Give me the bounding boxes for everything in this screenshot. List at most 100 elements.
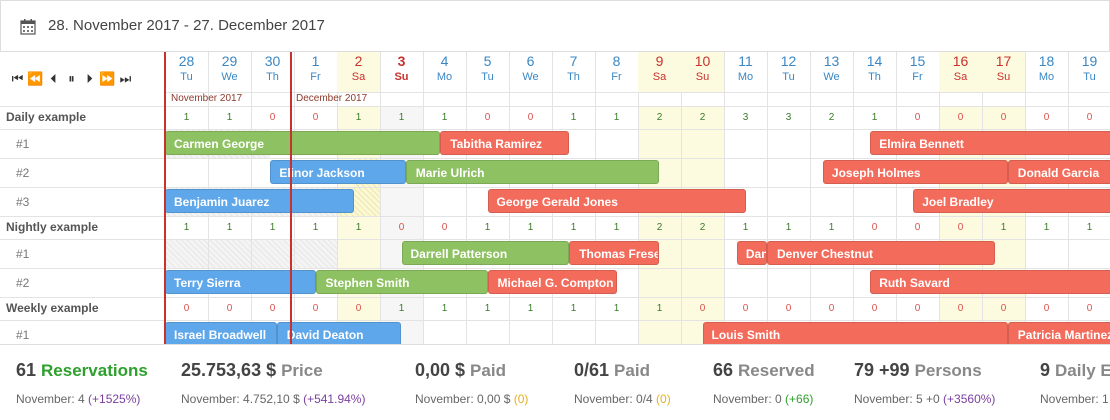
booking-name: Joseph Holmes xyxy=(831,166,921,180)
day-header-16[interactable]: 16 Sa xyxy=(939,52,982,92)
day-header-13[interactable]: 13 We xyxy=(810,52,853,92)
availability-count: 1 xyxy=(398,112,405,123)
comparison-text: November: 0 xyxy=(713,392,786,406)
availability-count: 1 xyxy=(355,222,362,233)
availability-count: 1 xyxy=(871,112,878,123)
availability-count: 1 xyxy=(656,303,663,314)
day-header-17[interactable]: 17 Su xyxy=(982,52,1025,92)
calendar-icon[interactable] xyxy=(20,18,36,35)
comparison-text: November: 1 xyxy=(1040,392,1109,406)
day-header-11[interactable]: 11 Mo xyxy=(724,52,767,92)
stat-2: 0,00 $ Paid November: 0,00 $ (0) xyxy=(415,360,528,406)
day-header-10[interactable]: 10 Su xyxy=(681,52,724,92)
booking-name: Elinor Jackson xyxy=(279,166,365,180)
booking-bar[interactable]: Denver Chestnut xyxy=(767,241,995,265)
day-number: 29 xyxy=(221,53,238,69)
weekday-label: Sa xyxy=(953,71,968,83)
availability-count: 0 xyxy=(527,112,534,123)
day-header-1[interactable]: 1 Fr xyxy=(294,52,337,92)
day-header-6[interactable]: 6 We xyxy=(509,52,552,92)
booking-bar[interactable]: George Gerald Jones xyxy=(487,189,746,213)
booking-bar[interactable]: Israel Broadwell xyxy=(165,322,277,344)
first-icon[interactable]: ⏮ xyxy=(11,71,24,86)
day-number: 17 xyxy=(995,53,1012,69)
day-header-9[interactable]: 9 Sa xyxy=(638,52,681,92)
day-header-15[interactable]: 15 Fr xyxy=(896,52,939,92)
booking-bar[interactable]: Terry Sierra xyxy=(165,270,316,294)
date-range-title[interactable]: 28. November 2017 - 27. December 2017 xyxy=(48,17,325,34)
availability-count: 2 xyxy=(699,112,706,123)
grid-hline xyxy=(0,106,1110,107)
stat-label: Daily E xyxy=(1055,361,1110,380)
day-header-4[interactable]: 4 Mo xyxy=(423,52,466,92)
booking-name: Elmira Bennett xyxy=(879,137,964,151)
availability-count: 1 xyxy=(742,222,749,233)
booking-bar[interactable]: Joel Bradley xyxy=(913,189,1110,213)
booking-bar[interactable]: Marie Ulrich xyxy=(405,160,660,184)
next-icon[interactable]: ⏵ xyxy=(86,71,93,86)
booking-name: Patricia Martinez xyxy=(1017,328,1110,342)
availability-count: 1 xyxy=(570,222,577,233)
booking-bar[interactable]: Michael G. Compton xyxy=(487,270,617,294)
booking-bar[interactable]: Ruth Savard xyxy=(870,270,1110,294)
day-header-5[interactable]: 5 Tu xyxy=(466,52,509,92)
last-icon[interactable]: ⏭ xyxy=(119,71,132,86)
booking-bar[interactable]: Thomas Frese xyxy=(569,241,660,265)
stat-label: Persons xyxy=(914,361,982,380)
day-header-14[interactable]: 14 Th xyxy=(853,52,896,92)
booking-bar[interactable]: Patricia Martinez xyxy=(1007,322,1110,344)
grid-hline xyxy=(0,216,1110,217)
booking-bar[interactable]: Joseph Holmes xyxy=(822,160,1008,184)
day-header-12[interactable]: 12 Tu xyxy=(767,52,810,92)
grid-hline xyxy=(0,158,1110,159)
day-header-30[interactable]: 30 Th xyxy=(251,52,294,92)
day-header-2[interactable]: 2 Sa xyxy=(337,52,380,92)
availability-count: 1 xyxy=(355,112,362,123)
prev-icon[interactable]: ⏴ xyxy=(50,71,57,86)
booking-bar[interactable]: Louis Smith xyxy=(702,322,1008,344)
booking-bar[interactable]: Elinor Jackson xyxy=(270,160,406,184)
month-label-november: November 2017 xyxy=(171,93,243,104)
availability-count: 2 xyxy=(656,112,663,123)
comparison-delta: (0) xyxy=(656,392,671,406)
availability-count: 1 xyxy=(527,303,534,314)
booking-bar[interactable]: Elmira Bennett xyxy=(870,131,1110,155)
day-header-18[interactable]: 18 Mo xyxy=(1025,52,1068,92)
booking-name: Terry Sierra xyxy=(174,276,241,290)
comparison-delta: (+1525%) xyxy=(88,392,141,406)
availability-count: 1 xyxy=(441,112,448,123)
booking-bar[interactable]: Tabitha Ramirez xyxy=(440,131,570,155)
day-header-29[interactable]: 29 We xyxy=(208,52,251,92)
stat-value: 0,00 $ xyxy=(415,360,471,380)
day-number: 16 xyxy=(952,53,969,69)
booking-bar[interactable]: Donald Garcia xyxy=(1007,160,1110,184)
grid-hline xyxy=(0,320,1110,321)
booking-bar[interactable]: Stephen Smith xyxy=(315,270,488,294)
day-header-19[interactable]: 19 Tu xyxy=(1068,52,1110,92)
booking-name: Carmen George xyxy=(174,137,265,151)
fast-back-icon[interactable]: ⏪ xyxy=(27,71,43,86)
stat-label: Reserved xyxy=(738,361,815,380)
stat-comparison: November: 5 +0 (+3560%) xyxy=(854,392,995,406)
day-number: 7 xyxy=(569,53,578,69)
day-header-7[interactable]: 7 Th xyxy=(552,52,595,92)
booking-bar[interactable]: Darrell Patterson xyxy=(401,241,570,265)
day-header-28[interactable]: 28 Tu xyxy=(165,52,208,92)
booking-bar[interactable]: Danie xyxy=(736,241,767,265)
stat-value: 9 xyxy=(1040,360,1056,380)
booking-name: Michael G. Compton xyxy=(497,276,614,290)
booking-name: Marie Ulrich xyxy=(415,166,485,180)
booking-bar[interactable]: Benjamin Juarez xyxy=(165,189,355,213)
grid-hline xyxy=(164,92,1110,93)
booking-bar[interactable]: Carmen George xyxy=(165,131,441,155)
comparison-delta: (+66) xyxy=(785,392,814,406)
booking-bar[interactable]: David Deaton xyxy=(276,322,402,344)
day-header-8[interactable]: 8 Fr xyxy=(595,52,638,92)
comparison-delta: (0) xyxy=(513,392,529,406)
day-header-3[interactable]: 3 Su xyxy=(380,52,423,92)
marker-line xyxy=(290,52,292,344)
pause-icon[interactable]: ⏸ xyxy=(68,71,75,86)
fast-forward-icon[interactable]: ⏩ xyxy=(99,71,115,86)
stat-comparison: November: 0/4 (0) xyxy=(574,392,671,406)
availability-count: 1 xyxy=(1000,222,1007,233)
